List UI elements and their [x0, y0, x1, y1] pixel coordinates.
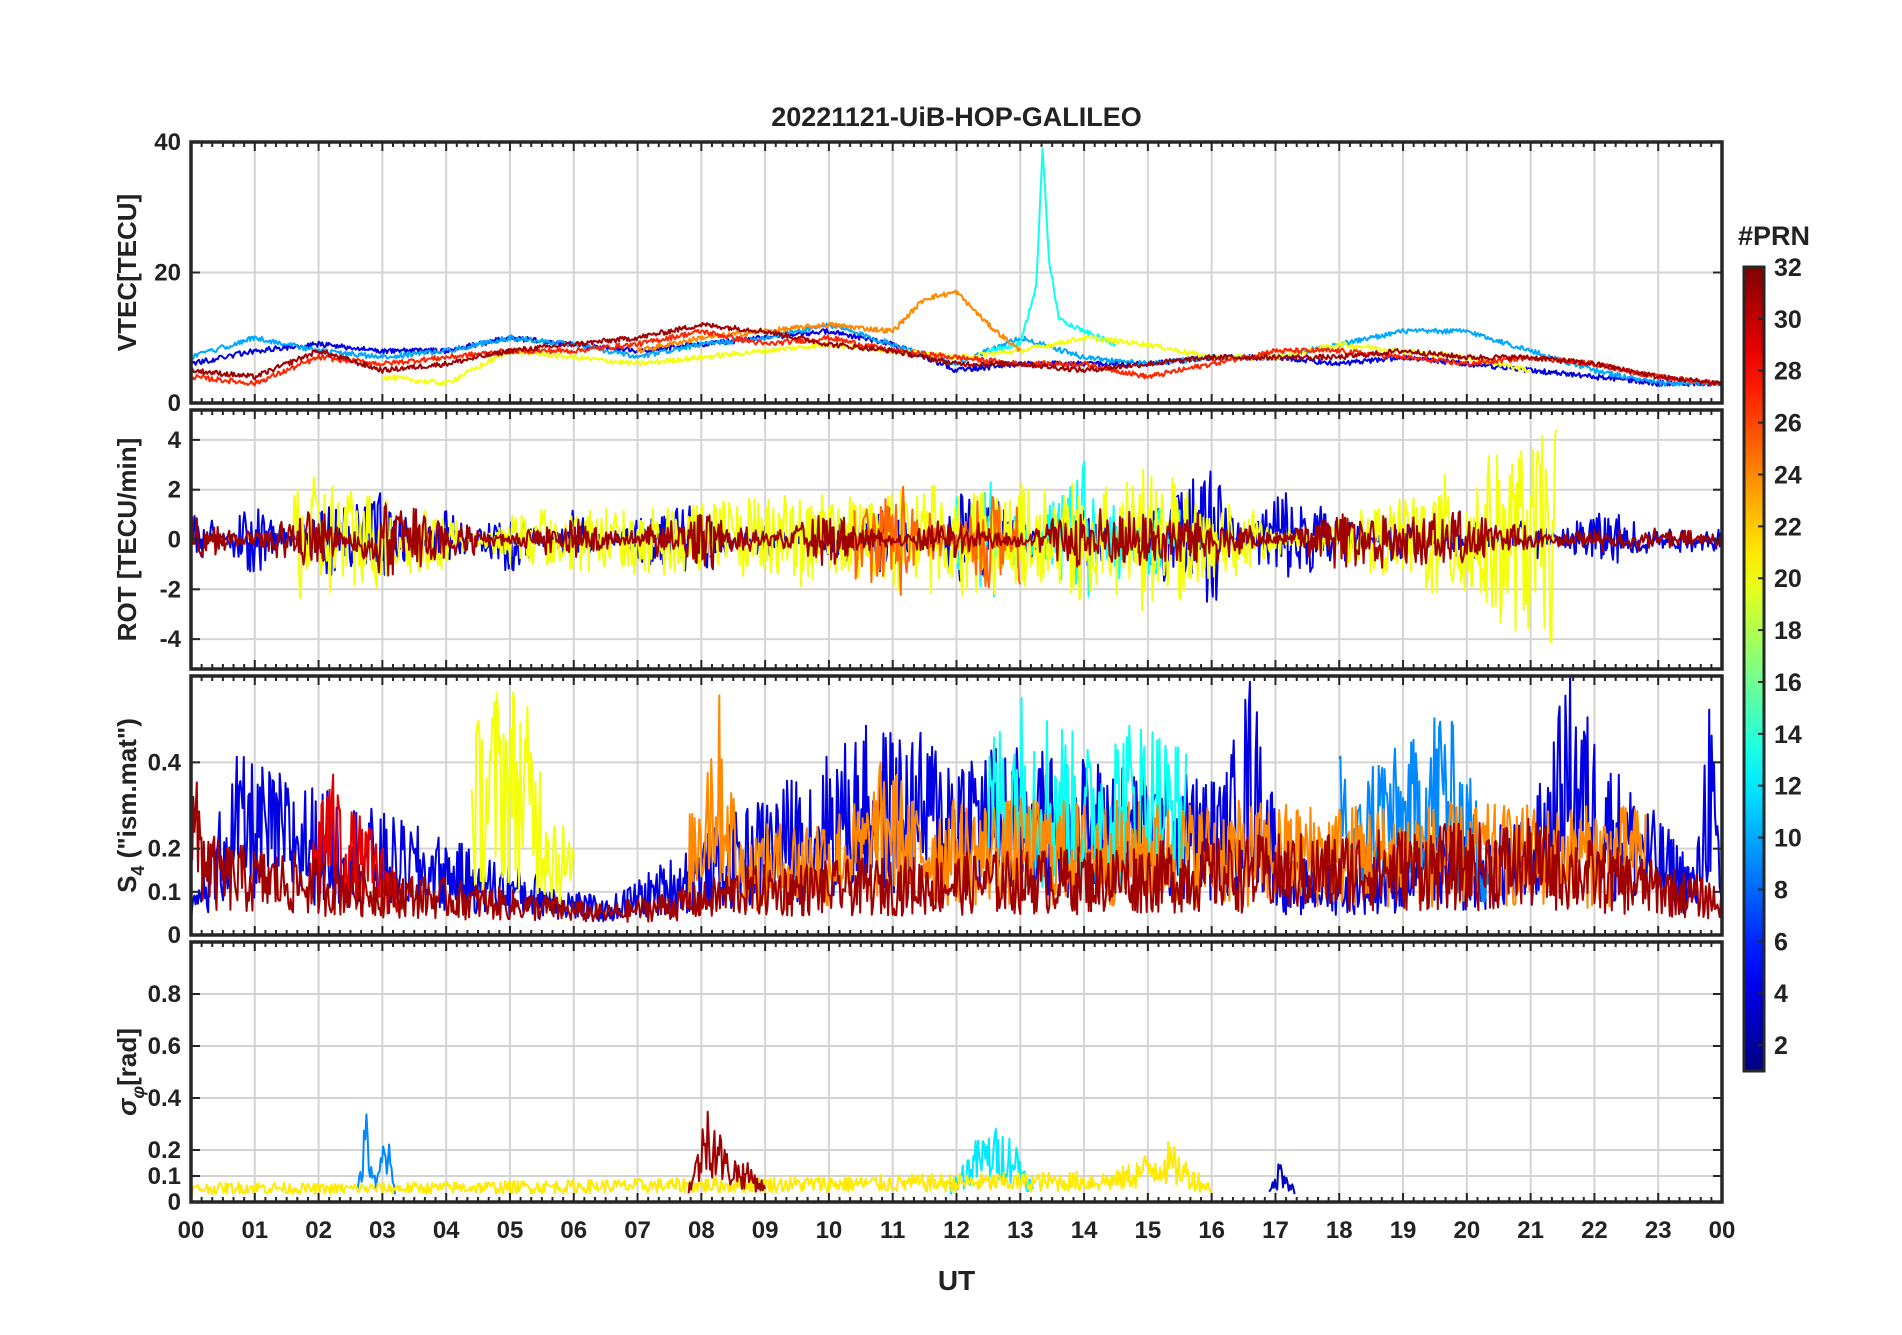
y-tick-label: 0	[168, 390, 181, 417]
x-tick-label: 21	[1517, 1217, 1544, 1244]
series-line-prn-24	[636, 289, 1022, 354]
colorbar-tick-label: 8	[1774, 876, 1788, 904]
series-line-prn-13	[987, 696, 1188, 895]
colorbar-tick-label: 2	[1774, 1032, 1788, 1060]
x-tick-label: 11	[880, 1217, 905, 1244]
x-tick-label: 16	[1198, 1217, 1225, 1244]
series-line-prn-29	[311, 773, 403, 915]
y-tick-label: -2	[160, 576, 181, 603]
panel-frame	[189, 674, 1724, 937]
y-tick-label: 0.1	[148, 879, 181, 906]
x-tick-label: 14	[1071, 1217, 1098, 1244]
panel-s4: 0 0.1 0.2 0.4S4 ("ism.mat")	[112, 674, 1724, 949]
x-tick-label: 01	[241, 1217, 268, 1244]
x-tick-label: 09	[752, 1217, 779, 1244]
y-tick-label: 0.4	[148, 749, 182, 776]
y-tick-label: 0	[168, 527, 181, 554]
y-axis-label: ROT [TECU/min]	[112, 438, 142, 642]
colorbar-tick-label: 6	[1774, 928, 1788, 956]
colorbar-tick-label: 22	[1774, 513, 1802, 541]
series-line-prn-21	[191, 1140, 1213, 1196]
y-tick-label: 0	[168, 922, 181, 949]
colorbar-tick-label: 4	[1774, 980, 1788, 1008]
series-group	[191, 429, 1722, 643]
y-tick-label: 0.8	[148, 981, 181, 1008]
y-tick-label: 0.6	[148, 1033, 181, 1060]
series-line-prn-27	[191, 328, 1722, 387]
y-tick-label: 0.1	[148, 1163, 181, 1190]
panel-rot: -4 -2 0 2 4 ROT [TECU/min]	[112, 408, 1724, 671]
panel-vtec: 0 20 40 VTEC[TECU]	[112, 129, 1724, 417]
x-tick-label: 08	[688, 1217, 715, 1244]
series-line-prn-25	[853, 485, 1022, 596]
x-tick-label: 05	[497, 1217, 524, 1244]
colorbar-gradient	[1744, 267, 1764, 1071]
colorbar-tick-label: 28	[1774, 358, 1802, 386]
y-tick-label: 0.4	[148, 1085, 182, 1112]
colorbar-tick-label: 30	[1774, 306, 1802, 334]
x-tick-label: 02	[305, 1217, 332, 1244]
panel-frame	[189, 408, 1724, 671]
series-line-prn-31	[191, 322, 1722, 386]
x-tick-label: 06	[560, 1217, 587, 1244]
y-tick-label: 0.2	[148, 1137, 181, 1164]
colorbar-tick-label: 18	[1774, 617, 1802, 645]
series-line-prn-31	[191, 781, 1722, 923]
series-line-prn-3	[1268, 1163, 1296, 1195]
series-group	[191, 1110, 1296, 1196]
colorbar-tick-label: 16	[1774, 669, 1802, 697]
x-tick-label: 18	[1326, 1217, 1353, 1244]
colorbar-tick-label: 26	[1774, 410, 1802, 438]
colorbar-tick-label: 24	[1774, 461, 1802, 489]
x-tick-label: 13	[1007, 1217, 1034, 1244]
y-tick-label: 4	[168, 427, 182, 454]
colorbar-tick-label: 10	[1774, 825, 1802, 853]
x-tick-label: 00	[1709, 1217, 1736, 1244]
x-tick-label: 07	[624, 1217, 651, 1244]
x-tick-label: 20	[1453, 1217, 1480, 1244]
x-tick-label: 23	[1645, 1217, 1672, 1244]
panel-frame	[189, 140, 1724, 405]
y-axis-label: σφ[rad]	[112, 1028, 148, 1116]
x-tick-label: 04	[433, 1217, 460, 1244]
x-tick-label: 03	[369, 1217, 396, 1244]
x-tick-label: 10	[816, 1217, 843, 1244]
series-group	[191, 676, 1722, 923]
y-tick-label: 20	[154, 260, 181, 287]
x-tick-label: 00	[178, 1217, 205, 1244]
y-tick-label: 0.2	[148, 836, 181, 863]
y-tick-label: 40	[154, 129, 181, 156]
x-tick-label: 17	[1262, 1217, 1289, 1244]
x-tick-label: 19	[1390, 1217, 1417, 1244]
x-tick-label: 22	[1581, 1217, 1608, 1244]
y-axis-label: VTEC[TECU]	[112, 194, 142, 351]
series-group	[191, 147, 1722, 387]
chart-title: 20221121-UiB-HOP-GALILEO	[771, 102, 1142, 132]
y-axis-label: S4 ("ism.mat")	[112, 718, 148, 893]
colorbar-label: #PRN	[1738, 221, 1810, 251]
y-tick-label: 0	[168, 1189, 181, 1216]
colorbar-tick-label: 32	[1774, 254, 1802, 282]
x-tick-label: 12	[943, 1217, 970, 1244]
colorbar-tick-label: 14	[1774, 721, 1802, 749]
y-tick-label: -4	[160, 626, 182, 653]
panel-sigma_phi: 00.10.2 0.4 0.6 0.8σφ[rad] 00 01 02 03 04 05 06 07 0…	[112, 940, 1736, 1244]
colorbar-frame	[1742, 265, 1766, 1073]
y-tick-label: 2	[168, 477, 181, 504]
panel-frame	[189, 940, 1724, 1204]
series-line-prn-31	[191, 504, 1722, 577]
colorbar-tick-label: 12	[1774, 773, 1802, 801]
series-line-prn-20	[470, 691, 575, 906]
colorbar-tick-label: 20	[1774, 565, 1802, 593]
x-axis-label: UT	[938, 1265, 975, 1296]
x-tick-label: 15	[1135, 1217, 1162, 1244]
series-line-prn-31	[687, 1110, 767, 1194]
